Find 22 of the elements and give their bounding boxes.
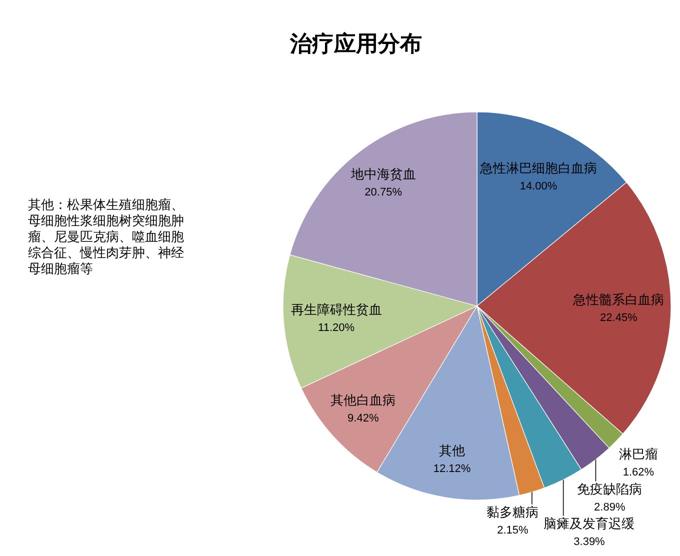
slice-label: 脑瘫及发育迟缓 [544, 516, 635, 531]
data-label: 9.42% [348, 412, 379, 424]
slice-label: 免疫缺陷病 [577, 481, 642, 496]
text: 其他：松果体生殖细胞瘤、母细胞性浆细胞树突细胞肿瘤、尼曼匹克病、噬血细胞综合征、慢性肉芽肿、神经母细胞瘤等 [28, 197, 185, 277]
slice-label: 其他 [438, 443, 465, 458]
slice-label: 再生障碍性贫血 [290, 302, 382, 317]
slice-label: 急性淋巴细胞白血病 [478, 160, 597, 176]
data-label: 12.12% [433, 463, 471, 476]
data-label: 11.20% [318, 322, 355, 334]
chart-title: 治疗应用分布 [289, 31, 422, 57]
data-label: 1.62% [622, 466, 654, 479]
data-label: 2.15% [497, 524, 528, 536]
data-label: 3.39% [574, 536, 606, 548]
data-label: 2.89% [594, 501, 626, 514]
data-label: 22.45% [600, 312, 638, 324]
slice-label: 急性髓系白血病 [572, 292, 664, 308]
slice-label: 地中海贫血 [350, 166, 416, 182]
slice-label: 淋巴瘤 [618, 446, 658, 462]
data-label: 14.00% [520, 180, 558, 192]
data-label: 20.75% [364, 186, 402, 199]
slice-label: 黏多糖病 [486, 504, 539, 520]
slice-label: 其他白血病 [330, 392, 396, 408]
